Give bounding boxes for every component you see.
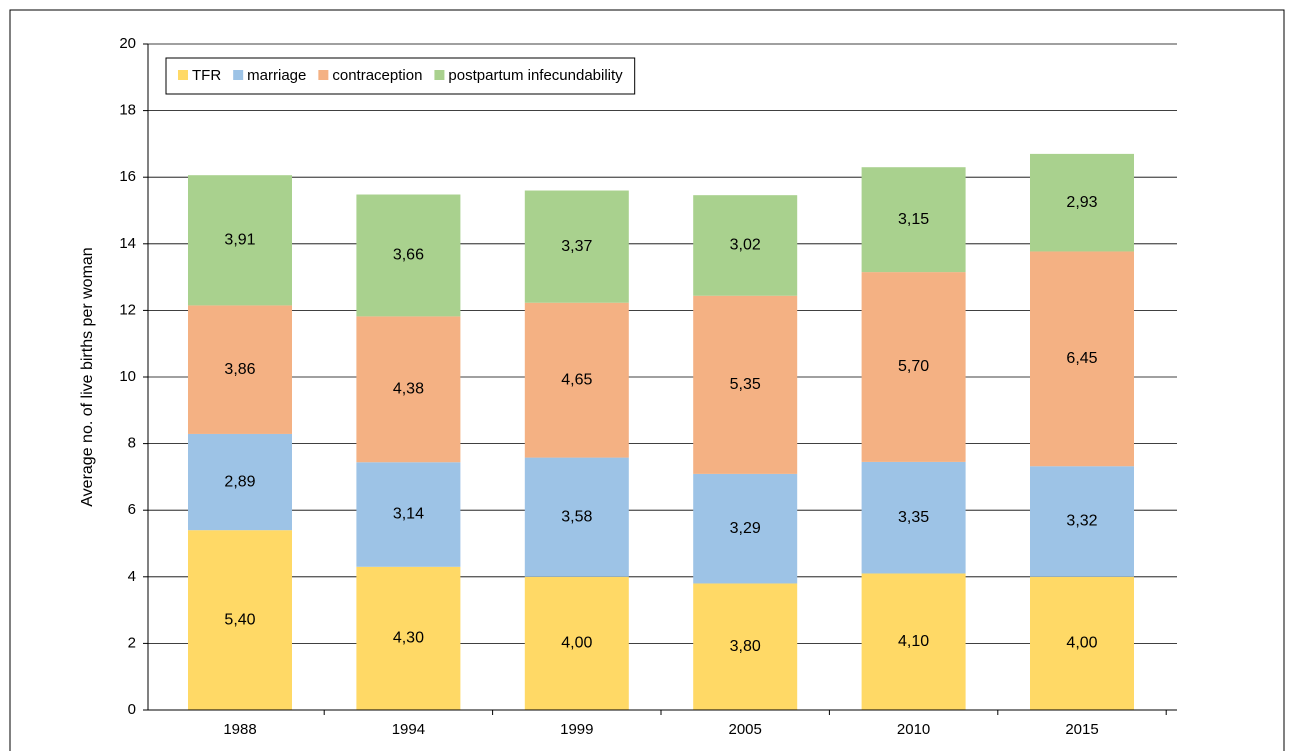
bar-segment [188,305,292,434]
y-tick-label: 12 [119,301,136,318]
y-tick-label: 10 [119,368,136,385]
legend-box [165,57,636,95]
data-label: 3,91 [224,232,255,249]
data-label: 4,00 [1066,635,1097,652]
y-tick-label: 14 [119,235,136,252]
y-axis-label: Average no. of live births per woman [79,247,96,506]
x-tick-label: 1988 [223,721,256,738]
data-label: 3,66 [393,247,424,264]
bar-segment [356,566,461,710]
y-tick-label: 0 [128,701,136,718]
x-tick-label: 2005 [729,721,762,738]
bar-segment [524,576,629,710]
bar-segment [188,530,292,710]
data-label: 3,14 [393,506,424,523]
data-label: 3,02 [730,237,761,254]
bar-segment [693,295,798,474]
data-label: 3,15 [898,211,929,228]
bar-segment [188,175,292,306]
x-tick-label: 1994 [392,721,425,738]
y-tick-label: 6 [128,501,136,518]
data-label: 3,58 [561,508,592,525]
y-tick-label: 8 [128,435,136,452]
bar-segment [1030,576,1134,710]
bar-segment [188,433,292,531]
data-label: 2,93 [1066,194,1097,211]
bar-segment [524,457,629,577]
x-tick-label: 2015 [1065,721,1098,738]
chart-border [9,9,1285,751]
data-label: 4,65 [561,371,592,388]
data-label: 5,40 [224,611,255,628]
data-label: 3,29 [730,520,761,537]
data-label: 3,37 [561,238,592,255]
data-label: 5,70 [898,358,929,375]
legend-label: postpartum infecundability [448,67,623,84]
bar-segment [356,194,461,317]
bar-segment [356,316,461,463]
legend-swatch [178,70,188,80]
data-label: 4,30 [393,630,424,647]
bar-segment [861,573,966,710]
bar-segment [1030,153,1134,252]
bar-segment [693,473,798,584]
legend-label: contraception [332,67,422,84]
data-label: 3,80 [730,638,761,655]
data-label: 4,10 [898,633,929,650]
legend-label: TFR [192,67,221,84]
data-label: 3,86 [224,361,255,378]
data-label: 3,32 [1066,513,1097,530]
y-tick-label: 2 [128,634,136,651]
bar-segment [1030,251,1134,467]
bar-segment [861,272,966,462]
data-label: 2,89 [224,473,255,490]
y-tick-label: 20 [119,35,136,52]
bar-segment [861,461,966,574]
legend-label: marriage [247,67,306,84]
legend-swatch [318,70,329,80]
data-label: 4,38 [393,381,424,398]
data-label: 6,45 [1066,350,1097,367]
bar-segment [524,190,629,303]
data-label: 4,00 [561,635,592,652]
bar-segment [693,195,798,296]
bar-segment [524,302,629,458]
y-tick-label: 16 [119,168,136,185]
x-tick-label: 1999 [560,721,593,738]
bar-segment [861,167,966,273]
legend-swatch [434,70,445,80]
bar-segment [1030,466,1134,577]
bar-segment [356,462,461,567]
bar-segment [693,583,798,710]
x-tick-label: 2010 [897,721,930,738]
data-label: 3,35 [898,509,929,526]
y-tick-label: 4 [128,568,136,585]
data-label: 5,35 [730,376,761,393]
legend-swatch [233,70,244,80]
y-tick-label: 18 [119,102,136,119]
